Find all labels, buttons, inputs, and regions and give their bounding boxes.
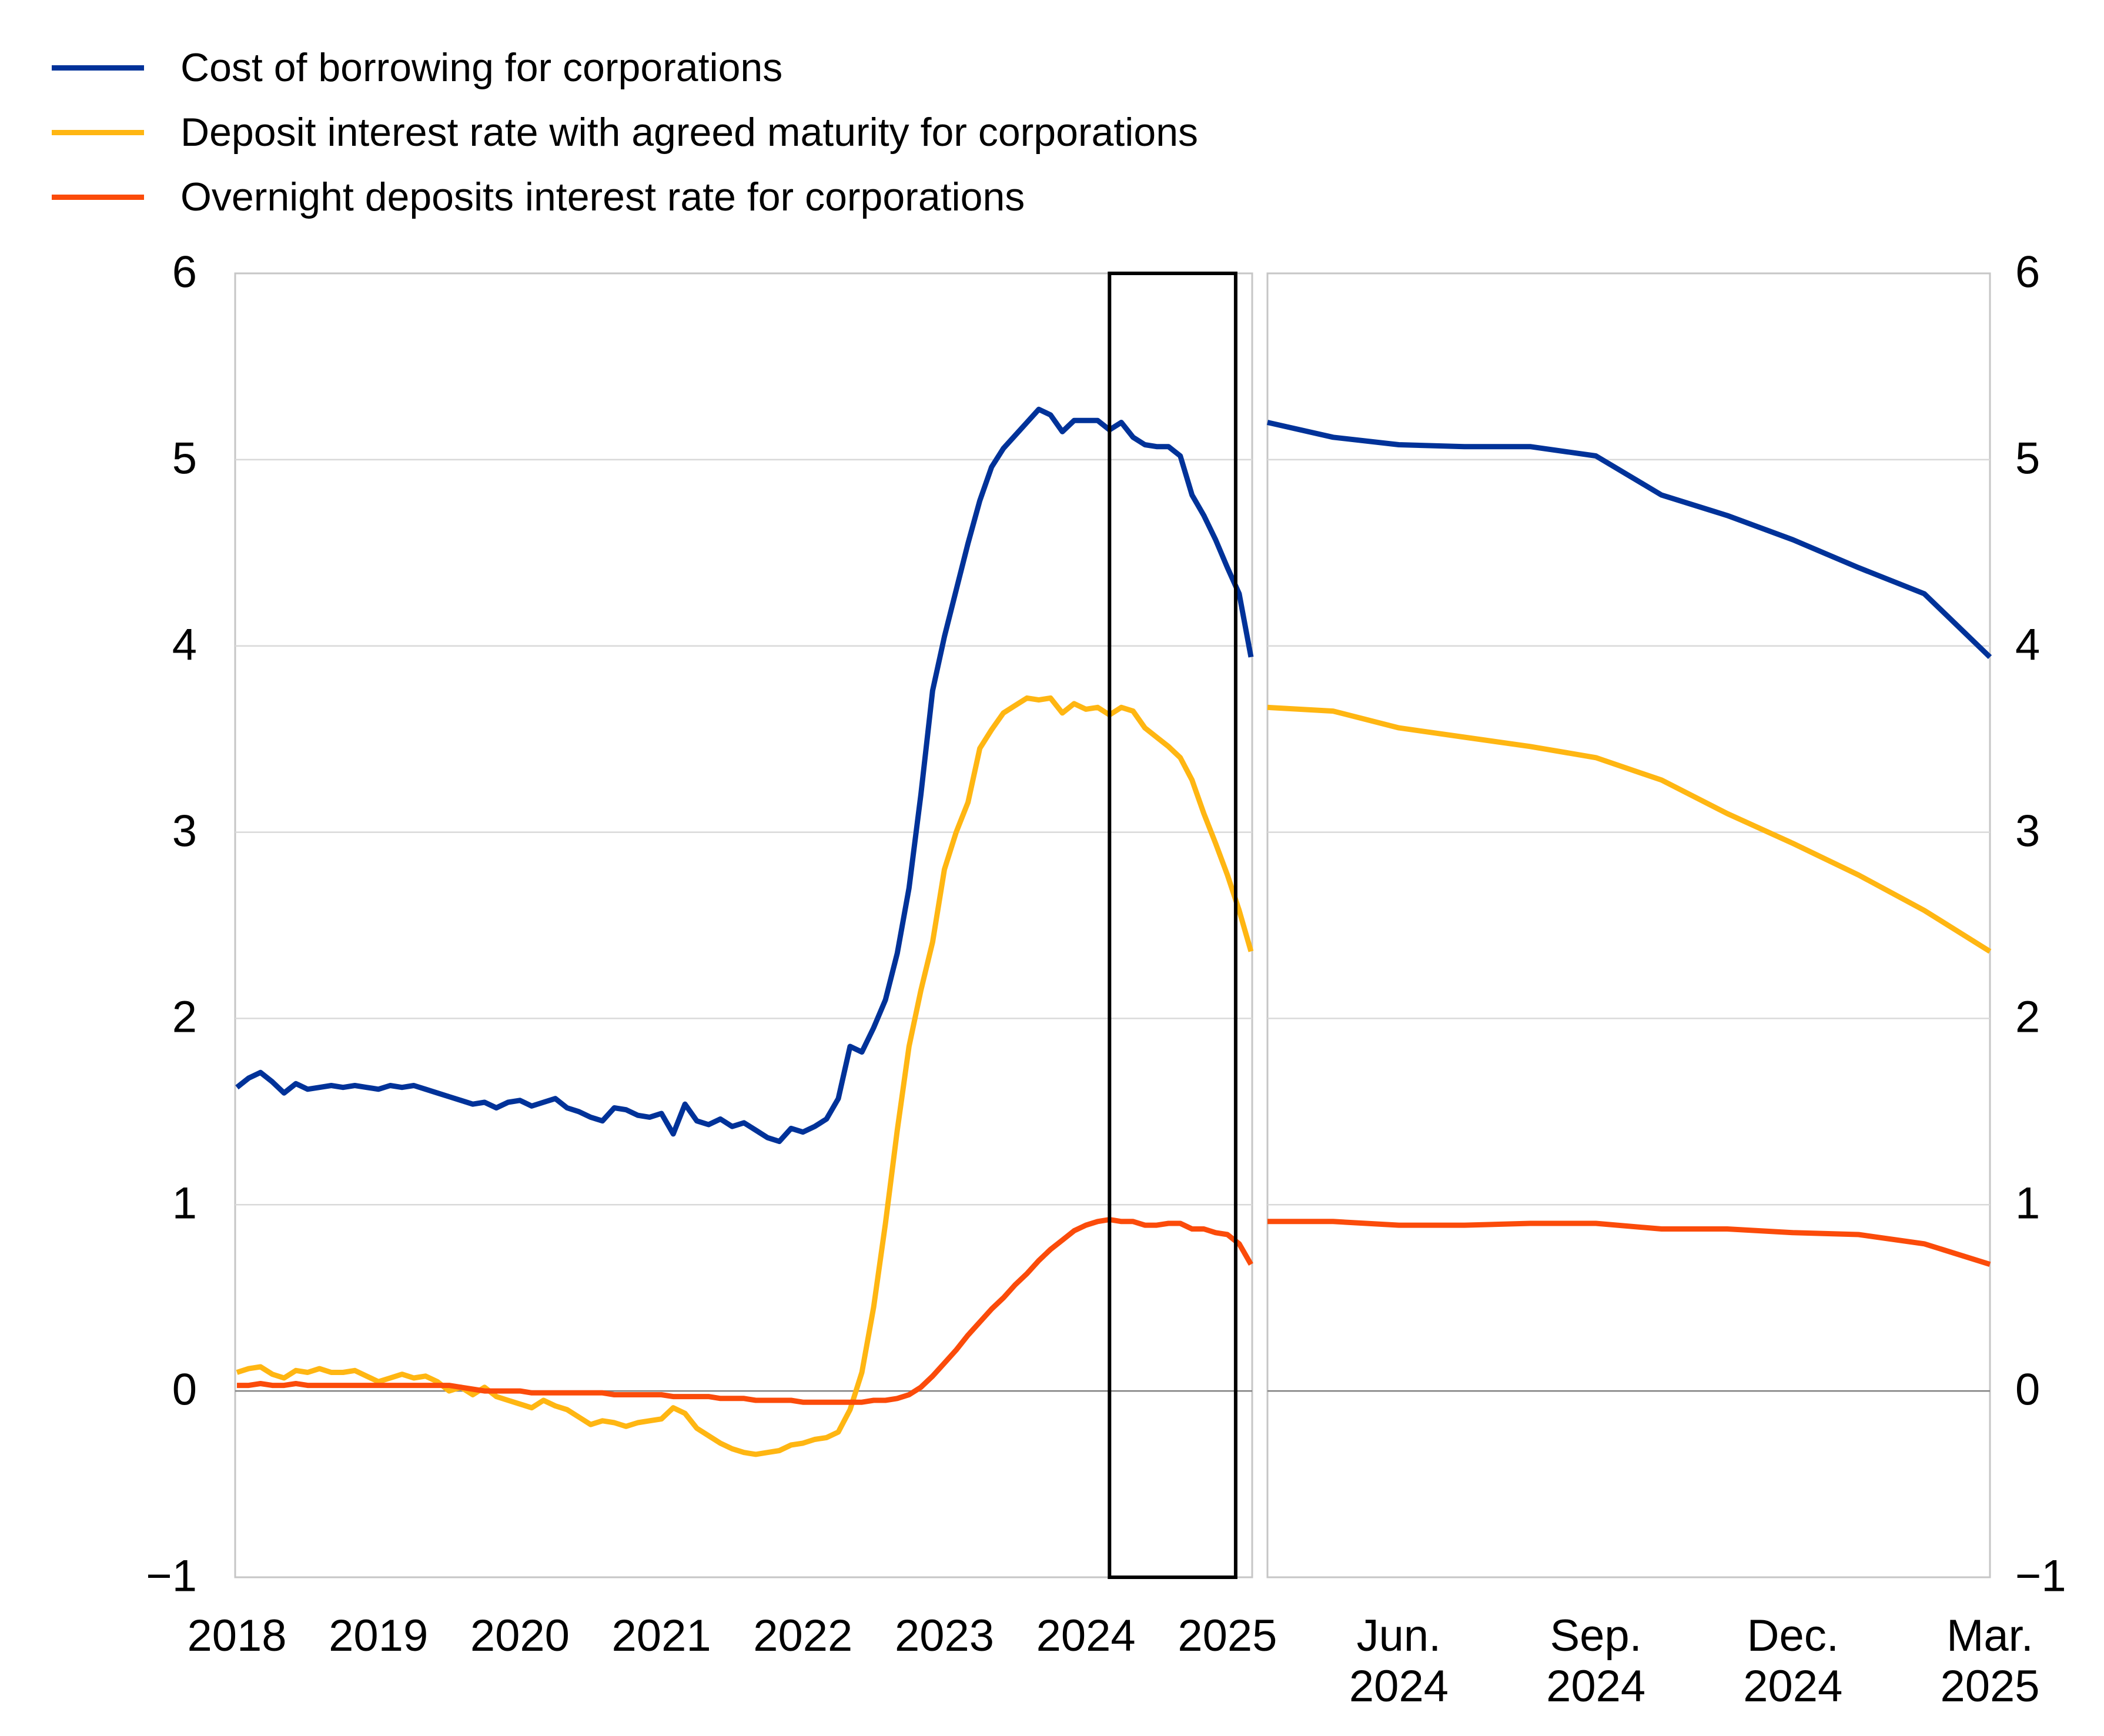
x-tick-year-2022: 2022 bbox=[753, 1611, 853, 1661]
y-tick-label-left-−1: −1 bbox=[146, 1551, 197, 1601]
legend-label: Overnight deposits interest rate for cor… bbox=[180, 175, 1025, 219]
y-tick-label-right-4: 4 bbox=[2015, 620, 2041, 670]
y-tick-label-right-0: 0 bbox=[2015, 1364, 2041, 1415]
legend-swatch-blue-line-icon bbox=[52, 65, 144, 71]
series-line bbox=[236, 695, 1254, 1457]
legend-label: Deposit interest rate with agreed maturi… bbox=[180, 110, 1199, 155]
legend: Cost of borrowing for corporations Depos… bbox=[52, 35, 1198, 229]
x-tick-month-Sep.2024: Sep. 2024 bbox=[1546, 1611, 1646, 1711]
y-tick-label-right-−1: −1 bbox=[2015, 1551, 2066, 1601]
series-line bbox=[237, 1217, 1253, 1405]
series-line bbox=[1267, 704, 1992, 954]
y-tick-label-left-4: 4 bbox=[172, 620, 197, 670]
legend-swatch-yellow-line-icon bbox=[52, 129, 144, 135]
x-tick-year-2025: 2025 bbox=[1178, 1611, 1277, 1661]
x-tick-year-2021: 2021 bbox=[611, 1611, 711, 1661]
x-tick-year-2020: 2020 bbox=[470, 1611, 570, 1661]
series-line bbox=[235, 406, 1254, 1145]
x-tick-month-Jun.2024: Jun. 2024 bbox=[1349, 1611, 1449, 1711]
series-line bbox=[1267, 1219, 1991, 1267]
y-tick-label-right-2: 2 bbox=[2015, 992, 2041, 1042]
legend-label: Cost of borrowing for corporations bbox=[180, 45, 783, 90]
y-tick-label-left-1: 1 bbox=[172, 1178, 197, 1229]
x-tick-year-2019: 2019 bbox=[329, 1611, 429, 1661]
x-tick-month-Dec.2024: Dec. 2024 bbox=[1743, 1611, 1843, 1711]
y-tick-label-left-2: 2 bbox=[172, 992, 197, 1042]
legend-swatch-red-line-icon bbox=[52, 194, 144, 200]
y-tick-label-right-1: 1 bbox=[2015, 1178, 2041, 1229]
legend-item-deposit-agreed-maturity: Deposit interest rate with agreed maturi… bbox=[52, 100, 1198, 165]
y-tick-label-left-5: 5 bbox=[172, 433, 197, 484]
y-tick-label-left-3: 3 bbox=[172, 806, 197, 857]
panel-border bbox=[1266, 272, 1991, 1578]
y-tick-label-left-0: 0 bbox=[172, 1364, 197, 1415]
x-tick-year-2024: 2024 bbox=[1036, 1611, 1136, 1661]
highlight-zoom-window-box bbox=[1108, 272, 1237, 1579]
y-tick-label-right-3: 3 bbox=[2015, 806, 2041, 857]
y-tick-label-right-5: 5 bbox=[2015, 433, 2041, 484]
x-tick-year-2018: 2018 bbox=[187, 1611, 287, 1661]
y-tick-label-right-6: 6 bbox=[2015, 247, 2041, 297]
series-line bbox=[1267, 420, 1992, 659]
legend-item-cost-of-borrowing: Cost of borrowing for corporations bbox=[52, 35, 1198, 100]
x-tick-year-2023: 2023 bbox=[894, 1611, 995, 1661]
y-tick-label-left-6: 6 bbox=[172, 247, 197, 297]
legend-item-overnight-deposits: Overnight deposits interest rate for cor… bbox=[52, 165, 1198, 229]
x-tick-month-Mar.2025: Mar. 2025 bbox=[1940, 1611, 2040, 1711]
panel-border bbox=[234, 272, 1253, 1578]
